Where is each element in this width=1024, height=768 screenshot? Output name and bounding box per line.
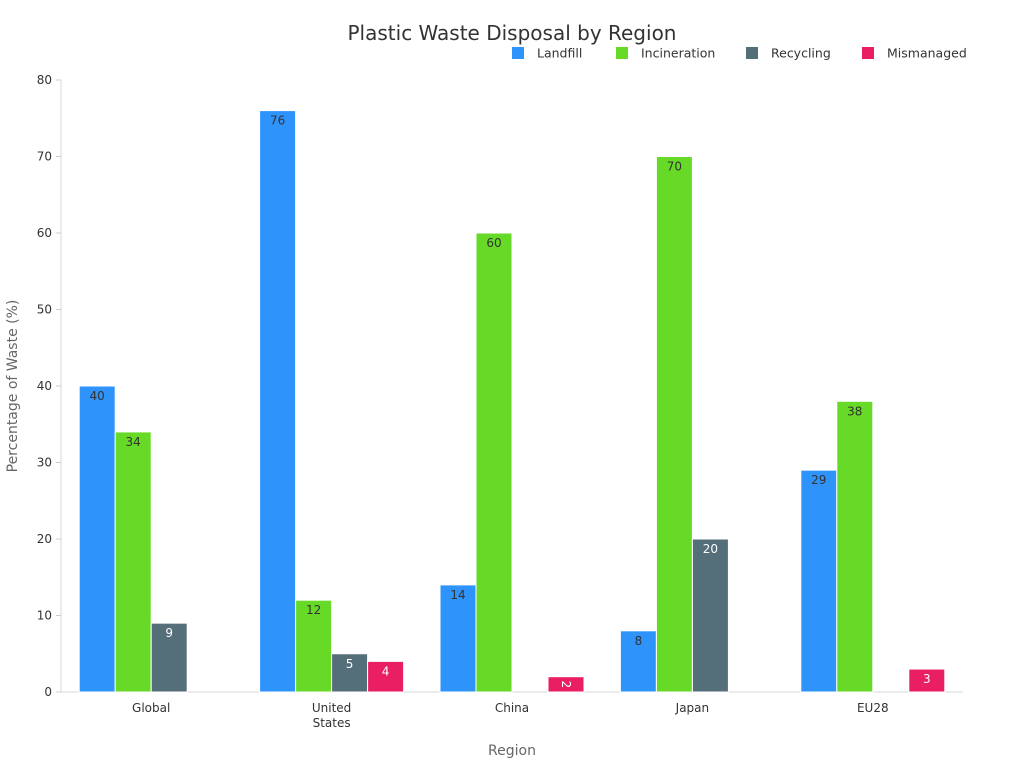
bar-landfill[interactable]: [259, 110, 297, 693]
data-label: 3: [923, 672, 931, 686]
legend-label: Recycling: [771, 46, 831, 61]
legend-label: Landfill: [537, 46, 582, 61]
bar-incineration[interactable]: [475, 232, 513, 693]
legend-item-recycling[interactable]: Recycling: [746, 46, 831, 61]
legend-item-incineration[interactable]: Incineration: [616, 46, 715, 61]
bars: 40 76 14 8 29 34 12 60 70 38 9 5 20 4 2 3: [78, 110, 946, 693]
y-tick-label: 70: [37, 150, 52, 164]
x-tick-label: United States: [312, 701, 351, 730]
data-label: 38: [847, 404, 862, 418]
chart-title: Plastic Waste Disposal by Region: [348, 21, 677, 45]
data-label: 34: [126, 435, 141, 449]
x-axis-title: Region: [488, 743, 536, 759]
legend: Landfill Incineration Recycling Mismanaged: [512, 46, 967, 61]
y-tick-label: 20: [37, 532, 52, 546]
bar-landfill[interactable]: [78, 385, 116, 693]
y-tick-label: 10: [37, 609, 52, 623]
bar-incineration[interactable]: [836, 400, 874, 693]
bar-recycling[interactable]: [331, 653, 369, 693]
data-label: 2: [559, 681, 573, 689]
y-tick-label: 50: [37, 303, 52, 317]
data-label: 76: [270, 114, 285, 128]
bar-recycling[interactable]: [150, 622, 188, 693]
bar-landfill[interactable]: [800, 469, 838, 693]
bar-mismanaged[interactable]: [367, 660, 405, 693]
x-tick-label: China: [495, 701, 529, 715]
y-axis-title: Percentage of Waste (%): [5, 300, 21, 473]
y-tick-label: 80: [37, 73, 52, 87]
legend-item-mismanaged[interactable]: Mismanaged: [862, 46, 967, 61]
legend-label: Incineration: [641, 46, 715, 61]
bar-incineration[interactable]: [114, 431, 152, 693]
data-label: 14: [450, 588, 465, 602]
bar-landfill[interactable]: [439, 584, 477, 693]
x-tick-label: EU28: [857, 701, 889, 715]
bar-incineration[interactable]: [655, 156, 693, 693]
legend-swatch: [746, 47, 758, 59]
bar-incineration[interactable]: [295, 599, 333, 693]
bar-recycling[interactable]: [691, 538, 729, 693]
bar-landfill[interactable]: [619, 630, 657, 693]
data-label: 20: [703, 542, 718, 556]
data-label: 60: [486, 236, 501, 250]
y-tick-label: 30: [37, 456, 52, 470]
x-tick-label: Global: [132, 701, 170, 715]
y-axis: 0 10 20 30 40 50 60 70 80: [37, 73, 62, 699]
data-label: 9: [165, 626, 173, 640]
x-axis: Global United States China Japan EU28: [61, 691, 963, 730]
legend-label: Mismanaged: [887, 46, 967, 61]
data-label: 29: [811, 473, 826, 487]
data-label: 12: [306, 603, 321, 617]
legend-item-landfill[interactable]: Landfill: [512, 46, 582, 61]
legend-swatch: [512, 47, 524, 59]
data-label: 8: [635, 634, 643, 648]
data-label: 4: [382, 664, 390, 678]
legend-swatch: [616, 47, 628, 59]
y-tick-label: 40: [37, 379, 52, 393]
y-tick-label: 0: [44, 685, 52, 699]
data-label: 40: [90, 389, 105, 403]
data-label: 5: [346, 657, 354, 671]
legend-swatch: [862, 47, 874, 59]
data-label: 70: [667, 160, 682, 174]
bar-mismanaged[interactable]: [908, 668, 946, 693]
y-tick-label: 60: [37, 226, 52, 240]
x-tick-label: Japan: [675, 701, 709, 715]
bar-mismanaged[interactable]: [547, 676, 585, 693]
